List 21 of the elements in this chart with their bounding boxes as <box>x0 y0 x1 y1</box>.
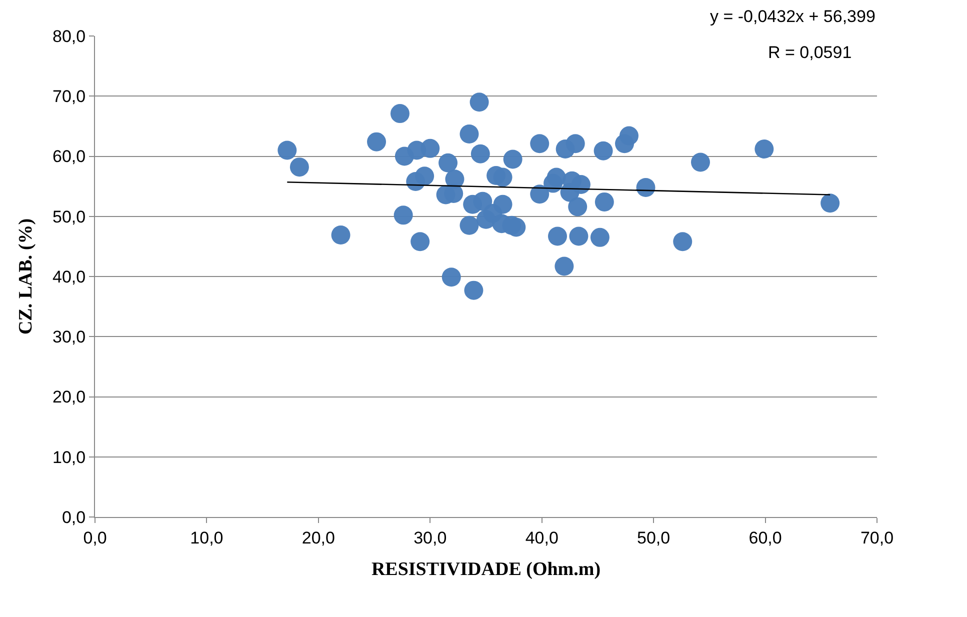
y-tick-label: 30,0 <box>52 328 86 347</box>
x-tick-label: 40,0 <box>525 528 558 548</box>
x-tick-label: 10,0 <box>190 528 224 548</box>
y-tick-label: 0,0 <box>62 508 86 527</box>
y-axis-title: CZ. LAB. (%) <box>15 218 36 335</box>
y-tick-label: 40,0 <box>52 267 86 286</box>
y-tick-label: 10,0 <box>52 448 86 467</box>
text: y = -0,0432x + 56,399 <box>710 7 876 26</box>
y-tick-label: 50,0 <box>52 207 86 226</box>
y-tick-label: 80,0 <box>52 26 86 46</box>
x-tick-label: 0,0 <box>83 528 107 548</box>
x-tick-label: 50,0 <box>637 528 670 548</box>
y-tick-label: 70,0 <box>52 87 86 106</box>
x-axis-title: RESISTIVIDADE (Ohm.m) <box>371 559 601 580</box>
x-tick-label: 60,0 <box>748 528 782 548</box>
x-tick-label: 70,0 <box>860 528 894 548</box>
x-tick-label: 20,0 <box>302 528 335 548</box>
x-tick-label: 30,0 <box>414 528 447 548</box>
annotation: R = 0,0591 <box>768 43 852 62</box>
y-tick-label: 60,0 <box>52 147 86 166</box>
y-tick-label: 20,0 <box>52 388 86 407</box>
